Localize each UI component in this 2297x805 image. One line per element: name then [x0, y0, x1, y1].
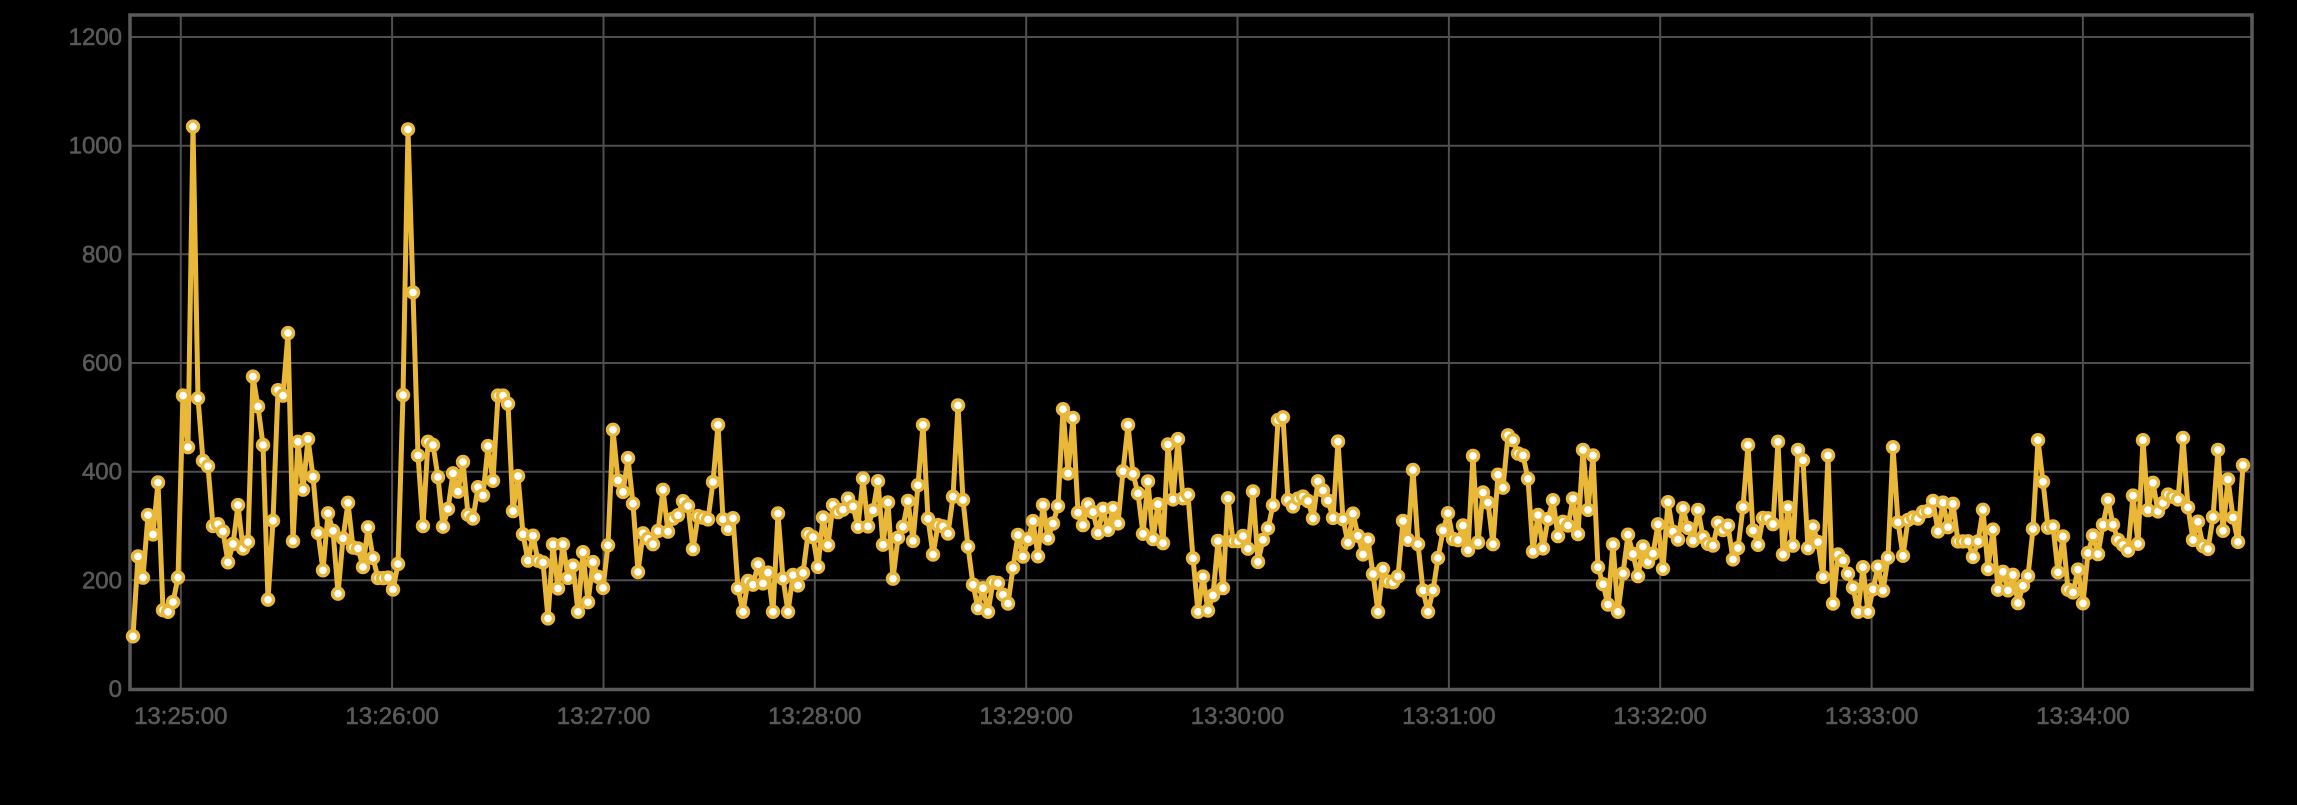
svg-text:800: 800: [82, 241, 122, 268]
svg-text:600: 600: [82, 350, 122, 377]
svg-text:13:29:00: 13:29:00: [979, 703, 1072, 730]
svg-text:13:30:00: 13:30:00: [1191, 703, 1284, 730]
svg-text:13:31:00: 13:31:00: [1402, 703, 1495, 730]
svg-text:13:28:00: 13:28:00: [768, 703, 861, 730]
svg-text:0: 0: [109, 676, 122, 703]
svg-text:400: 400: [82, 459, 122, 486]
svg-text:13:34:00: 13:34:00: [2036, 703, 2129, 730]
svg-text:1200: 1200: [69, 24, 122, 51]
svg-text:13:27:00: 13:27:00: [557, 703, 650, 730]
svg-text:13:33:00: 13:33:00: [1825, 703, 1918, 730]
svg-text:13:25:00: 13:25:00: [134, 703, 227, 730]
svg-text:13:32:00: 13:32:00: [1613, 703, 1706, 730]
svg-text:1000: 1000: [69, 133, 122, 160]
svg-text:13:26:00: 13:26:00: [345, 703, 438, 730]
svg-text:200: 200: [82, 567, 122, 594]
